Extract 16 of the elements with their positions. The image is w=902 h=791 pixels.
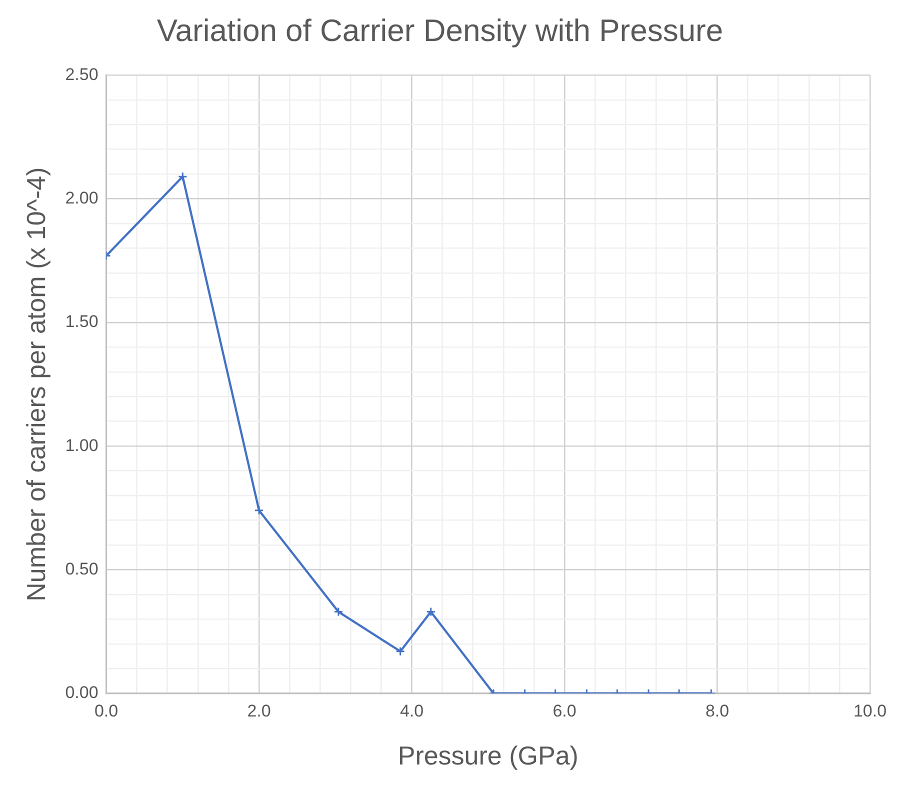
y-tick-label: 0.00 [65, 683, 98, 702]
y-tick-label: 1.50 [65, 312, 98, 332]
y-tick-label: 2.00 [65, 188, 98, 208]
x-axis-title: Pressure (GPa) [398, 740, 578, 771]
point [178, 172, 188, 182]
x-tick-label: 4.0 [400, 701, 424, 720]
chart-title: Variation of Carrier Density with Pressure [156, 13, 724, 48]
y-tick-label: 2.50 [65, 64, 98, 84]
x-tick-label: 10.0 [853, 701, 887, 720]
x-tick-label: 6.0 [552, 701, 576, 720]
y-tick-label: 1.00 [65, 436, 98, 455]
x-tick-label: 0.0 [94, 701, 118, 720]
x-tick-label: 8.0 [705, 701, 730, 720]
y-axis-title: Number of carriers per atom (x 10^-4) [20, 167, 51, 602]
y-tick-label: 0.50 [65, 559, 98, 578]
x-tick-label: 2.0 [247, 701, 271, 720]
